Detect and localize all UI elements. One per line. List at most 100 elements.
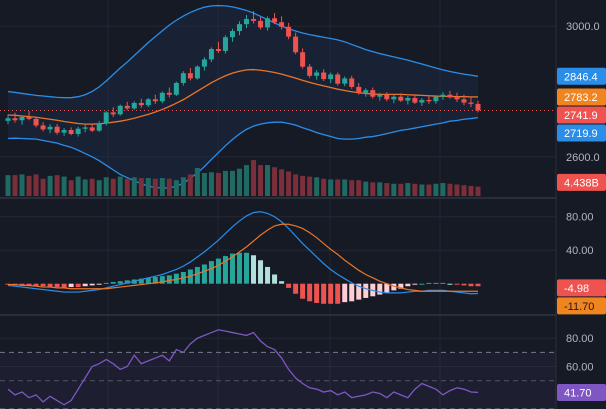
macd-line[interactable] [7, 211, 479, 295]
macd-histogram-bar-58[interactable] [412, 283, 418, 285]
macd-histogram-bar-44[interactable] [314, 283, 320, 303]
volume-bar-32[interactable] [229, 170, 235, 196]
volume-bar-0[interactable] [5, 175, 11, 196]
macd-histogram-bar-9[interactable] [68, 283, 74, 288]
volume-bar-11[interactable] [82, 179, 88, 196]
macd-histogram-bar-65[interactable] [461, 283, 467, 286]
volume-bar-53[interactable] [377, 182, 383, 196]
rsi-line[interactable] [7, 329, 479, 406]
macd-histogram-bar-49[interactable] [349, 283, 355, 302]
macd-histogram-bar-21[interactable] [152, 277, 158, 284]
candle-body-38[interactable] [272, 18, 278, 23]
volume-bar-67[interactable] [475, 186, 481, 196]
candle-body-58[interactable] [412, 98, 418, 103]
candle-body-8[interactable] [61, 130, 67, 133]
volume-bar-46[interactable] [328, 179, 334, 196]
volume-pane[interactable] [5, 160, 481, 196]
macd-histogram-bar-67[interactable] [475, 283, 481, 287]
volume-bar-62[interactable] [440, 183, 446, 196]
volume-bar-35[interactable] [251, 160, 257, 196]
macd-histogram-bar-16[interactable] [117, 281, 123, 284]
candle-body-53[interactable] [377, 94, 383, 97]
macd-histogram-bar-43[interactable] [307, 283, 313, 302]
bollinger-upper-line[interactable] [7, 4, 479, 99]
volume-bar-63[interactable] [447, 183, 453, 196]
macd-histogram-bar-66[interactable] [468, 283, 474, 287]
volume-bar-31[interactable] [222, 170, 228, 196]
volume-bar-41[interactable] [293, 174, 299, 196]
volume-bar-47[interactable] [335, 179, 341, 196]
macd-histogram-bar-11[interactable] [82, 283, 88, 287]
volume-bar-65[interactable] [461, 185, 467, 196]
macd-histogram-bar-62[interactable] [440, 282, 446, 284]
volume-bar-39[interactable] [279, 169, 285, 196]
macd-histogram-bar-14[interactable] [103, 282, 109, 284]
macd-histogram-bar-7[interactable] [54, 283, 60, 288]
macd-histogram-bar-60[interactable] [426, 282, 432, 284]
volume-bar-2[interactable] [19, 174, 25, 196]
volume-bar-8[interactable] [61, 176, 67, 196]
volume-bar-24[interactable] [173, 180, 179, 196]
candle-body-56[interactable] [398, 96, 404, 101]
volume-bar-50[interactable] [356, 180, 362, 196]
macd-histogram-bar-6[interactable] [47, 283, 53, 288]
candle-body-57[interactable] [405, 98, 411, 101]
volume-bar-40[interactable] [286, 171, 292, 196]
candle-body-19[interactable] [138, 102, 144, 106]
volume-bar-13[interactable] [96, 180, 102, 196]
candle-body-18[interactable] [131, 102, 137, 109]
volume-bar-22[interactable] [159, 178, 165, 196]
macd-histogram-bar-35[interactable] [251, 255, 257, 284]
candle-body-12[interactable] [89, 127, 95, 131]
candle-body-21[interactable] [152, 99, 158, 102]
volume-bar-49[interactable] [349, 180, 355, 196]
volume-bar-12[interactable] [89, 178, 95, 196]
macd-histogram-bar-24[interactable] [173, 273, 179, 284]
candle-body-54[interactable] [384, 94, 390, 100]
volume-bar-28[interactable] [201, 173, 207, 196]
candle-body-49[interactable] [349, 78, 355, 87]
macd-histogram-bar-46[interactable] [328, 283, 334, 304]
candle-body-0[interactable] [5, 118, 11, 121]
candle-body-41[interactable] [293, 36, 299, 53]
macd-histogram-bar-41[interactable] [293, 283, 299, 294]
candle-body-51[interactable] [363, 90, 369, 93]
macd-histogram-bar-54[interactable] [384, 283, 390, 293]
volume-bar-9[interactable] [68, 180, 74, 196]
volume-bar-55[interactable] [391, 183, 397, 196]
candle-body-2[interactable] [19, 116, 25, 121]
volume-bar-5[interactable] [40, 178, 46, 196]
candle-body-36[interactable] [258, 20, 264, 28]
macd-histogram-bar-32[interactable] [229, 253, 235, 284]
candle-body-48[interactable] [342, 78, 348, 84]
candle-body-39[interactable] [279, 22, 285, 27]
candle-body-11[interactable] [82, 127, 88, 129]
macd-histogram-bar-12[interactable] [89, 283, 95, 286]
candle-body-14[interactable] [103, 112, 109, 124]
volume-bar-1[interactable] [12, 175, 18, 196]
volume-bar-58[interactable] [412, 183, 418, 196]
candle-body-63[interactable] [447, 94, 453, 98]
rsi-pane[interactable] [0, 329, 556, 409]
candle-body-24[interactable] [173, 82, 179, 95]
candle-body-60[interactable] [426, 99, 432, 102]
bollinger-basis-line[interactable] [7, 68, 479, 125]
candle-body-25[interactable] [180, 73, 186, 83]
macd-histogram-bar-57[interactable] [405, 283, 411, 287]
volume-bar-7[interactable] [54, 175, 60, 196]
volume-bar-52[interactable] [370, 182, 376, 196]
candle-body-66[interactable] [468, 102, 474, 104]
candle-body-3[interactable] [26, 116, 32, 119]
candle-body-43[interactable] [307, 66, 313, 76]
price-pane[interactable] [0, 4, 556, 189]
bollinger-lower-line[interactable] [7, 116, 479, 189]
candle-body-50[interactable] [356, 86, 362, 93]
candle-body-4[interactable] [33, 118, 39, 126]
volume-bar-26[interactable] [187, 174, 193, 196]
candle-body-28[interactable] [201, 59, 207, 67]
candle-body-34[interactable] [244, 18, 250, 25]
volume-bar-3[interactable] [26, 175, 32, 196]
candle-body-6[interactable] [47, 126, 53, 130]
macd-histogram-bar-59[interactable] [419, 283, 425, 285]
